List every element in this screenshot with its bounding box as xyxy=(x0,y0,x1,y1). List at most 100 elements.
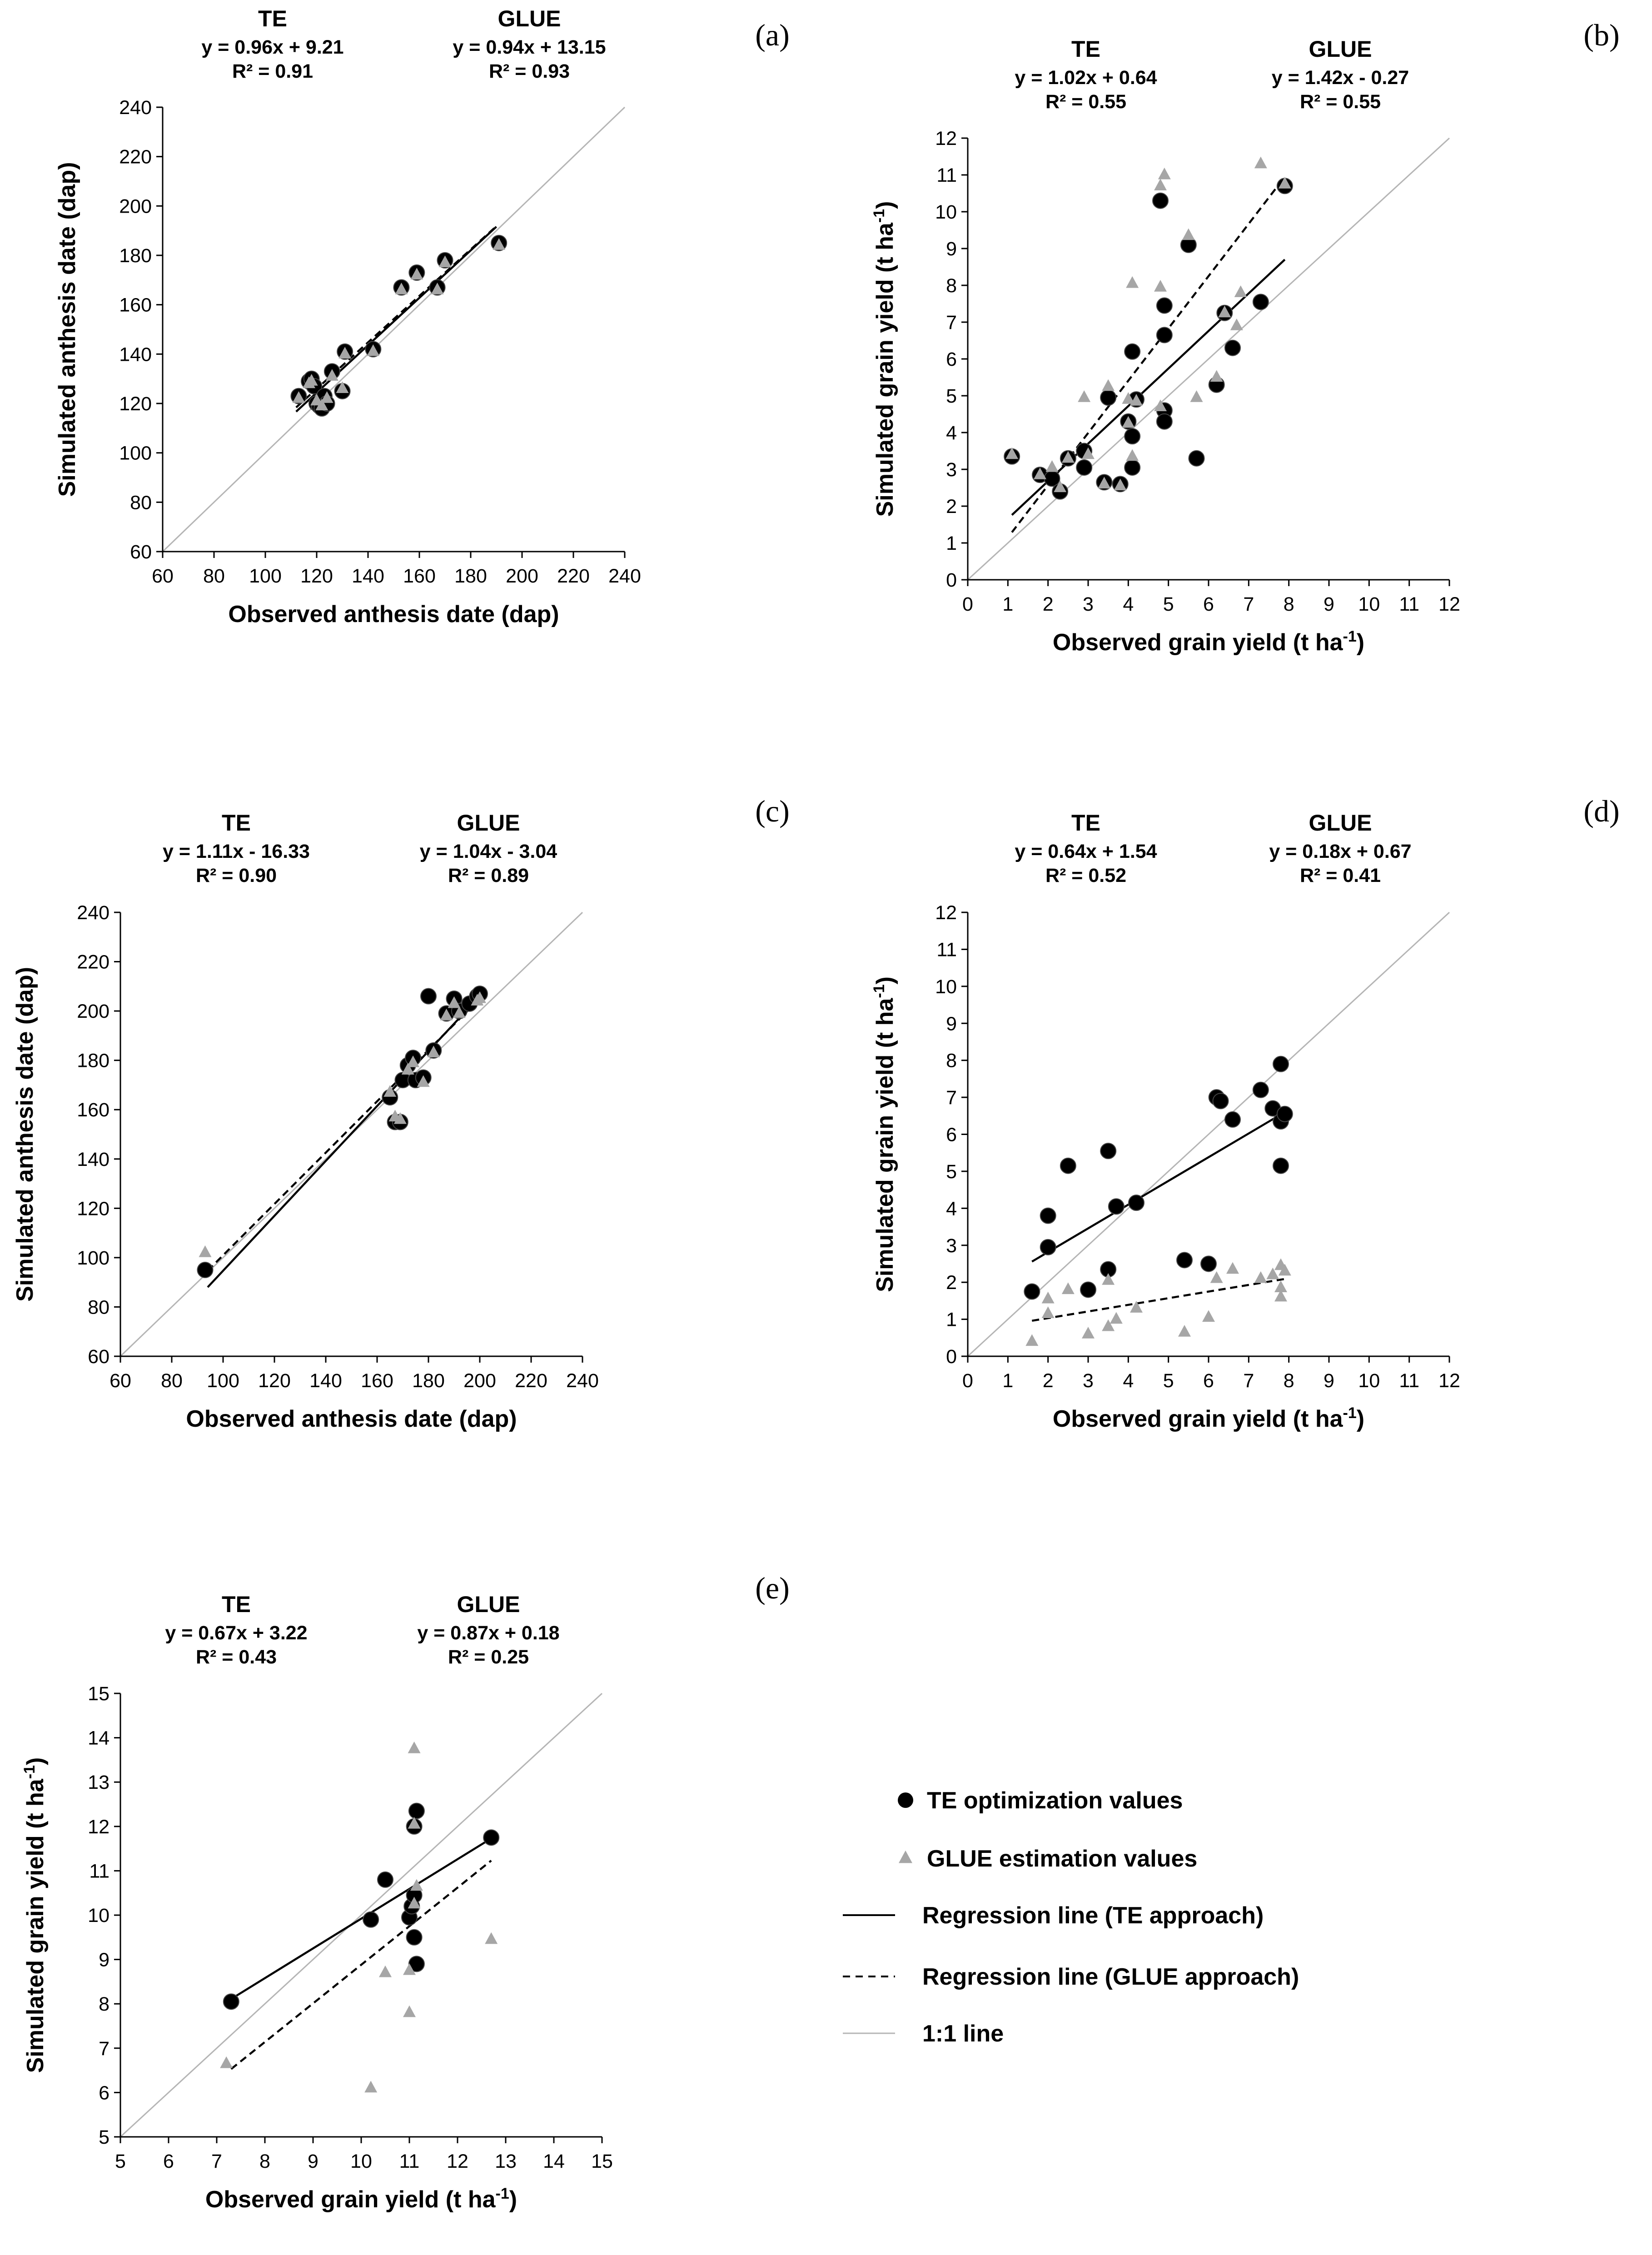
y-tick-label: 3 xyxy=(946,459,957,481)
glue-r-squared: R² = 0.89 xyxy=(448,865,529,886)
glue-regression-line xyxy=(230,1860,492,2070)
te-point xyxy=(1128,1195,1144,1211)
glue-point xyxy=(1218,305,1231,318)
y-tick-label: 120 xyxy=(77,1198,109,1220)
y-tick-label: 1 xyxy=(946,1309,957,1331)
glue-point xyxy=(1158,167,1171,179)
te-point xyxy=(363,1911,379,1928)
y-tick-label: 180 xyxy=(77,1050,109,1072)
y-tick-label: 160 xyxy=(119,294,152,316)
te-point xyxy=(1124,343,1141,360)
y-tick-label: 13 xyxy=(88,1772,109,1793)
te-point xyxy=(1024,1283,1040,1300)
te-point xyxy=(1100,389,1117,406)
x-tick-label: 160 xyxy=(361,1370,393,1392)
glue-point xyxy=(1041,1306,1055,1319)
x-tick-label: 14 xyxy=(543,2150,565,2172)
glue-point xyxy=(1082,447,1095,459)
y-tick-label: 160 xyxy=(77,1099,109,1121)
glue-equation: y = 1.04x - 3.04 xyxy=(420,841,557,862)
glue-point xyxy=(364,2081,378,2093)
glue-header: GLUE xyxy=(1309,36,1372,62)
glue-point xyxy=(1102,1319,1115,1331)
glue-point xyxy=(1254,156,1267,169)
x-tick-label: 140 xyxy=(309,1370,342,1392)
glue-point xyxy=(1126,449,1139,461)
y-tick-label: 7 xyxy=(946,1087,957,1109)
glue-r-squared: R² = 0.41 xyxy=(1300,865,1381,886)
x-tick-label: 240 xyxy=(608,565,641,587)
glue-point xyxy=(379,1965,392,1977)
panel-letter: (d) xyxy=(1583,794,1619,828)
glue-point xyxy=(485,1932,498,1944)
glue-point xyxy=(1061,1282,1075,1294)
x-tick-label: 140 xyxy=(352,565,384,587)
glue-point xyxy=(1005,447,1019,459)
te-point xyxy=(223,1993,239,2010)
y-tick-label: 6 xyxy=(946,1124,957,1146)
x-tick-label: 120 xyxy=(300,565,333,587)
te-point xyxy=(1156,413,1173,430)
glue-point xyxy=(1230,319,1243,330)
glue-point xyxy=(1278,177,1291,189)
x-tick-label: 5 xyxy=(1163,1370,1174,1392)
x-tick-label: 12 xyxy=(1438,593,1460,615)
te-point xyxy=(1156,297,1173,314)
te-header: TE xyxy=(258,6,287,31)
glue-point xyxy=(401,1063,414,1075)
te-point xyxy=(420,988,437,1005)
y-tick-label: 220 xyxy=(77,951,109,973)
glue-point xyxy=(1154,279,1167,292)
glue-point xyxy=(1122,392,1135,404)
te-point xyxy=(1040,1207,1056,1224)
x-tick-label: 10 xyxy=(1358,593,1380,615)
glue-point xyxy=(1182,228,1195,240)
glue-point xyxy=(325,369,338,381)
glue-point xyxy=(408,1741,421,1753)
y-tick-label: 9 xyxy=(946,238,957,260)
y-tick-label: 0 xyxy=(946,569,957,591)
one-to-one-line xyxy=(119,1692,603,2138)
glue-r-squared: R² = 0.55 xyxy=(1300,91,1381,113)
te-header: TE xyxy=(222,810,251,836)
y-tick-label: 6 xyxy=(99,2082,109,2104)
x-tick-label: 180 xyxy=(454,565,487,587)
glue-point xyxy=(383,1085,397,1097)
glue-point xyxy=(1034,468,1046,479)
panel-letter: (c) xyxy=(755,794,789,828)
y-tick-label: 2 xyxy=(946,1272,957,1294)
x-tick-label: 1 xyxy=(1002,1370,1013,1392)
y-tick-label: 80 xyxy=(130,492,152,513)
y-axis-label: Simulated grain yield (t ha-1) xyxy=(871,201,898,517)
y-tick-label: 8 xyxy=(946,1050,957,1072)
te-point xyxy=(1276,1105,1293,1122)
y-tick-label: 5 xyxy=(99,2126,109,2148)
glue-point xyxy=(438,255,452,267)
te-point xyxy=(1124,428,1141,445)
te-point xyxy=(377,1871,393,1888)
y-axis-label: Simulated anthesis date (dap) xyxy=(12,967,38,1302)
x-tick-label: 100 xyxy=(249,565,282,587)
glue-header: GLUE xyxy=(498,6,561,31)
glue-point xyxy=(1130,1301,1143,1313)
te-r-squared: R² = 0.90 xyxy=(196,865,277,886)
x-tick-label: 4 xyxy=(1123,593,1134,615)
glue-point xyxy=(1130,394,1143,406)
glue-point xyxy=(410,1879,423,1891)
x-axis-label: Observed anthesis date (dap) xyxy=(228,601,559,627)
glue-point xyxy=(1126,276,1139,288)
glue-point xyxy=(1234,285,1247,297)
panel-c: (c) TE y = 1.11x - 16.33 R² = 0.90 GLUE y = 1… xyxy=(12,794,790,1432)
x-axis-label: Observed grain yield (t ha-1) xyxy=(1053,1404,1364,1432)
y-tick-label: 12 xyxy=(935,128,957,149)
legend-label-glue_line: Regression line (GLUE approach) xyxy=(922,1964,1299,1990)
y-tick-label: 15 xyxy=(88,1683,109,1705)
glue-equation: y = 1.42x - 0.27 xyxy=(1272,67,1409,89)
y-tick-label: 9 xyxy=(946,1013,957,1035)
x-tick-label: 11 xyxy=(1399,593,1419,615)
te-point xyxy=(1252,1081,1269,1098)
y-tick-label: 7 xyxy=(946,312,957,334)
glue-equation: y = 0.87x + 0.18 xyxy=(417,1622,559,1644)
